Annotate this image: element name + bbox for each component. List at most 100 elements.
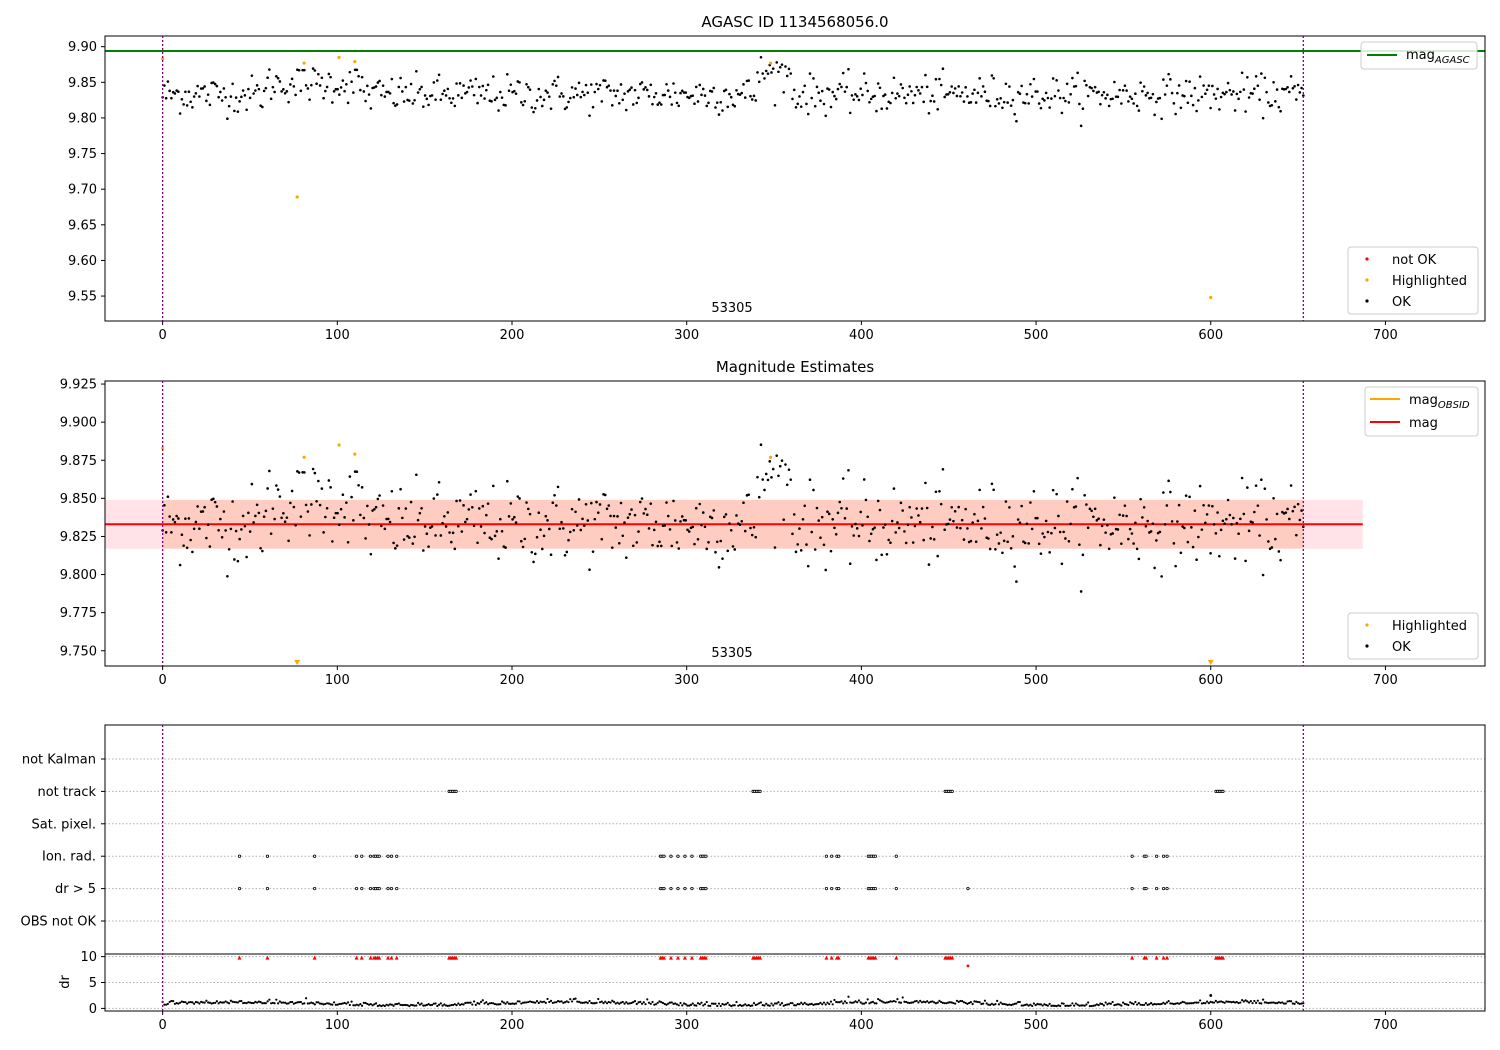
ok-point [696,100,700,103]
dr-point [647,1001,651,1004]
ok-point [282,511,285,515]
dr-point [583,1001,586,1004]
dr-point [1125,1003,1128,1006]
ok-point [408,536,411,539]
dr-point [210,1002,213,1005]
ok-point [478,85,481,89]
dr-point [436,1004,439,1008]
dr-point [308,1002,311,1005]
ok-point [278,495,282,498]
ok-point [469,493,472,496]
ok-point [497,109,500,112]
ok-point [383,527,387,531]
ok-point [310,83,313,87]
ok-point [420,85,423,89]
dr-point [1298,1002,1301,1005]
ok-point [245,108,248,112]
dr-point [1260,1002,1263,1005]
dr-point [387,1004,390,1007]
dr-point [586,1001,589,1005]
dr-point [1288,1000,1291,1003]
dr-point [800,1001,803,1004]
ok-point [609,89,612,92]
ok-point [812,488,815,492]
dr-point [1015,1002,1018,1005]
ok-point [383,95,387,98]
ok-point [387,517,390,521]
ok-point [299,515,303,518]
ok-point [1158,96,1162,100]
ok-point [847,67,850,71]
dr-point [247,1001,250,1004]
ok-point [906,93,910,97]
dr-point [324,1002,327,1006]
ok-point [591,550,595,553]
ok-point [995,533,999,536]
ok-point [988,104,992,108]
dr-point [329,1003,332,1006]
ok-point [864,498,868,502]
ok-point [493,98,497,102]
dr-point [588,999,591,1003]
ok-point [1263,76,1267,80]
ok-point [511,518,514,521]
ok-point [1293,84,1296,88]
ok-point [1200,95,1204,99]
dr-point [228,1002,231,1005]
dr-point [621,1000,624,1004]
ok-point [829,105,833,109]
ok-point [570,86,574,89]
dr-point [1158,1003,1161,1006]
dr-point [193,1002,196,1005]
ok-point [931,94,934,97]
ok-point [764,472,768,476]
dr-capped-marker [829,955,834,960]
ok-point [317,72,320,76]
dr-point [254,1000,257,1003]
ok-point [1144,524,1148,528]
dr-point [1267,1001,1270,1005]
dr-point [861,1002,864,1005]
ok-point [1001,106,1004,110]
ok-point [628,512,632,516]
dr-point [243,1001,246,1004]
dr-point [194,1000,197,1004]
ok-point [798,95,801,98]
dr-point [1083,1004,1086,1007]
ok-point [1090,86,1093,90]
dr-point [814,1003,817,1006]
ok-point [808,478,812,482]
dr-point [873,1002,876,1005]
ok-point [829,549,833,553]
dr-point [961,999,964,1003]
dr-point [280,1001,283,1004]
dr-point [551,1001,554,1005]
dr-point [1286,1000,1289,1003]
ok-point [771,467,775,471]
p4-xtick-label-700: 700 [1373,1018,1398,1033]
ok-point [1169,78,1172,81]
ok-point [280,90,283,93]
ok-point [981,505,985,509]
ok-point [483,531,486,535]
flag-marker [676,886,680,891]
ok-point [1013,112,1016,116]
ok-point [401,516,404,520]
ok-point [693,542,696,546]
ok-point [240,95,243,99]
ok-point [1172,542,1176,545]
dr-point [653,1003,656,1006]
dr-point [392,1004,395,1007]
ok-point [645,513,649,517]
p2-ytick-label: 9.850 [60,492,97,507]
dr-point [665,1003,668,1006]
magnitude-panel-title: Magnitude Estimates [716,358,874,376]
dr-point [805,1003,808,1006]
ok-point [1174,112,1177,116]
dr-point [1171,1002,1174,1005]
dr-capped-marker [394,955,399,960]
dr-point [677,1004,680,1007]
ok-point [416,91,420,94]
dr-point [336,1003,339,1006]
ok-point [413,535,416,539]
